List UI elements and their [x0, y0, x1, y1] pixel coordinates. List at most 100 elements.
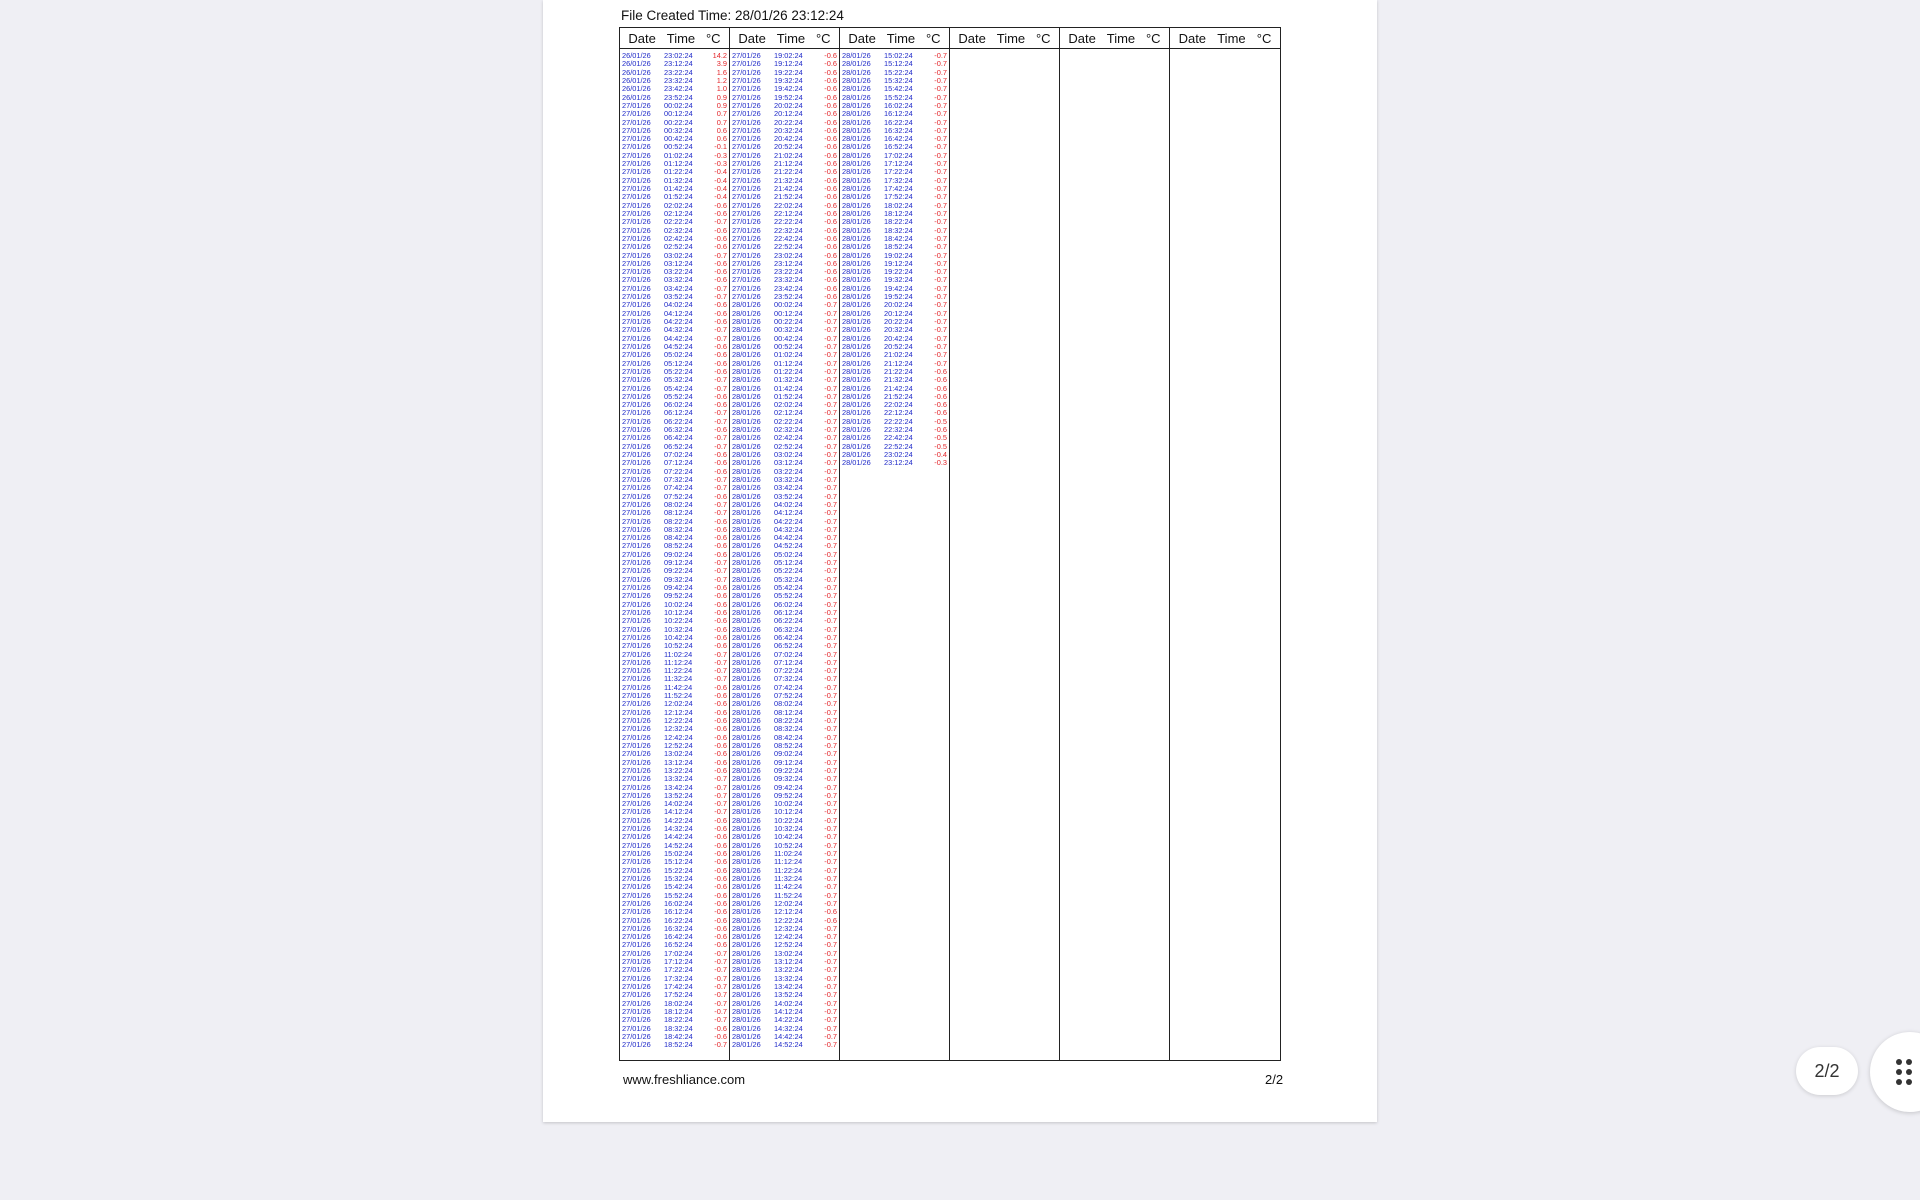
cell-temp: -0.6 — [714, 940, 727, 950]
cell-date: 28/01/26 — [732, 932, 761, 942]
cell-time: 16:52:24 — [664, 940, 693, 950]
cell-date: 28/01/26 — [732, 616, 761, 626]
cell-date: 28/01/26 — [842, 317, 871, 326]
cell-temp: -0.6 — [714, 865, 727, 875]
cell-temp: -0.7 — [934, 175, 947, 185]
cell-date: 28/01/26 — [842, 300, 871, 310]
cell-temp: -0.6 — [714, 450, 727, 459]
cell-temp: -0.7 — [934, 283, 947, 293]
cell-date: 28/01/26 — [732, 873, 761, 883]
cell-time: 07:42:24 — [774, 682, 803, 692]
table-row: 27/01/26 06:12:24 -0.7 — [622, 409, 729, 418]
cell-date: 27/01/26 — [622, 317, 651, 326]
cell-date: 28/01/26 — [732, 458, 761, 468]
cell-time: 11:52:24 — [664, 691, 693, 701]
header-date: Date — [738, 30, 766, 46]
cell-temp: -0.6 — [824, 109, 837, 119]
cell-time: 08:52:24 — [774, 740, 803, 750]
table-row: 27/01/26 03:32:24 -0.6 — [622, 276, 729, 285]
cell-date: 27/01/26 — [622, 774, 651, 784]
table-row: 27/01/26 11:12:24 -0.7 — [622, 658, 729, 667]
cell-time: 23:52:24 — [664, 92, 693, 102]
cell-date: 28/01/26 — [842, 192, 871, 202]
cell-temp: -0.7 — [824, 624, 837, 634]
cell-time: 17:22:24 — [664, 965, 693, 975]
table-row: 27/01/26 09:52:24 -0.6 — [622, 591, 729, 600]
cell-date: 28/01/26 — [732, 965, 761, 975]
cell-date: 27/01/26 — [622, 441, 651, 451]
cell-date: 28/01/26 — [842, 366, 871, 376]
table-row: 27/01/26 07:42:24 -0.7 — [622, 483, 729, 492]
cell-time: 14:12:24 — [664, 807, 693, 817]
cell-time: 23:12:24 — [774, 258, 803, 268]
table-row: 27/01/26 17:42:24 -0.7 — [622, 982, 729, 991]
cell-date: 28/01/26 — [732, 391, 761, 401]
cell-temp: -0.6 — [714, 583, 727, 592]
cell-temp: -0.7 — [714, 217, 727, 227]
table-row: 28/01/26 00:22:24 -0.7 — [732, 317, 839, 326]
cell-temp: -0.7 — [714, 982, 727, 991]
table-row: 27/01/26 10:52:24 -0.6 — [622, 641, 729, 650]
cell-time: 05:52:24 — [774, 591, 803, 601]
cell-time: 21:32:24 — [884, 375, 913, 385]
cell-time: 19:32:24 — [774, 75, 803, 85]
cell-date: 27/01/26 — [622, 566, 651, 576]
grid-view-button[interactable] — [1870, 1032, 1920, 1112]
cell-temp: -0.7 — [934, 242, 947, 252]
column-header: Date Time °C — [1060, 28, 1169, 49]
cell-temp: -0.7 — [934, 258, 947, 268]
cell-date: 27/01/26 — [622, 433, 651, 443]
table-row: 27/01/26 19:32:24 -0.6 — [732, 75, 839, 85]
table-row: 27/01/26 03:42:24 -0.7 — [622, 284, 729, 293]
header-date: Date — [1068, 30, 1096, 46]
table-row: 27/01/26 01:12:24 -0.3 — [622, 159, 729, 168]
cell-time: 23:12:24 — [884, 458, 913, 468]
cell-date: 27/01/26 — [622, 840, 651, 850]
cell-time: 23:22:24 — [774, 267, 803, 277]
cell-temp: -0.7 — [934, 75, 947, 85]
cell-temp: -0.7 — [714, 782, 727, 792]
table-row: 27/01/26 20:52:24 -0.6 — [732, 143, 839, 152]
cell-temp: -0.7 — [824, 799, 837, 809]
cell-date: 28/01/26 — [732, 574, 761, 584]
cell-time: 20:02:24 — [884, 300, 913, 310]
cell-time: 20:52:24 — [884, 341, 913, 351]
table-row: 27/01/26 14:52:24 -0.6 — [622, 840, 729, 850]
cell-temp: -0.6 — [714, 682, 727, 692]
table-row: 28/01/26 10:02:24 -0.7 — [732, 799, 839, 809]
cell-time: 04:22:24 — [774, 516, 803, 526]
cell-date: 28/01/26 — [732, 724, 761, 734]
table-row: 28/01/26 19:22:24 -0.7 — [842, 267, 949, 276]
cell-time: 10:12:24 — [774, 807, 803, 817]
table-row: 27/01/26 13:42:24 -0.7 — [622, 782, 729, 792]
table-row: 27/01/26 22:32:24 -0.6 — [732, 226, 839, 235]
cell-time: 14:32:24 — [774, 1023, 803, 1033]
table-row: 27/01/26 00:22:24 0.7 — [622, 118, 729, 127]
table-row: 28/01/26 02:42:24 -0.7 — [732, 434, 839, 443]
cell-time: 15:32:24 — [884, 75, 913, 85]
cell-temp: -0.7 — [824, 948, 837, 958]
table-row: 28/01/26 03:02:24 -0.7 — [732, 450, 839, 459]
cell-time: 02:42:24 — [664, 233, 693, 243]
table-row: 28/01/26 01:12:24 -0.7 — [732, 359, 839, 368]
cell-time: 21:02:24 — [774, 150, 803, 160]
table-row: 27/01/26 04:32:24 -0.7 — [622, 325, 729, 334]
cell-time: 00:42:24 — [664, 134, 693, 144]
cell-temp: -0.6 — [714, 541, 727, 551]
table-row: 27/01/26 04:22:24 -0.6 — [622, 317, 729, 326]
cell-time: 00:32:24 — [664, 125, 693, 135]
header-temp: °C — [1035, 30, 1051, 46]
table-row: 28/01/26 13:02:24 -0.7 — [732, 948, 839, 958]
table-row: 28/01/26 11:12:24 -0.7 — [732, 857, 839, 866]
cell-time: 20:12:24 — [774, 109, 803, 119]
page-indicator[interactable]: 2/2 — [1796, 1047, 1858, 1095]
table-row: 27/01/26 16:42:24 -0.6 — [622, 932, 729, 941]
cell-temp: -0.7 — [714, 441, 727, 451]
footer-url: www.freshliance.com — [623, 1072, 746, 1087]
cell-temp: -0.7 — [824, 832, 837, 842]
cell-date: 27/01/26 — [622, 857, 651, 867]
cell-temp: -0.7 — [934, 134, 947, 144]
cell-date: 28/01/26 — [732, 591, 761, 601]
cell-date: 27/01/26 — [622, 516, 651, 526]
cell-time: 19:12:24 — [884, 258, 913, 268]
